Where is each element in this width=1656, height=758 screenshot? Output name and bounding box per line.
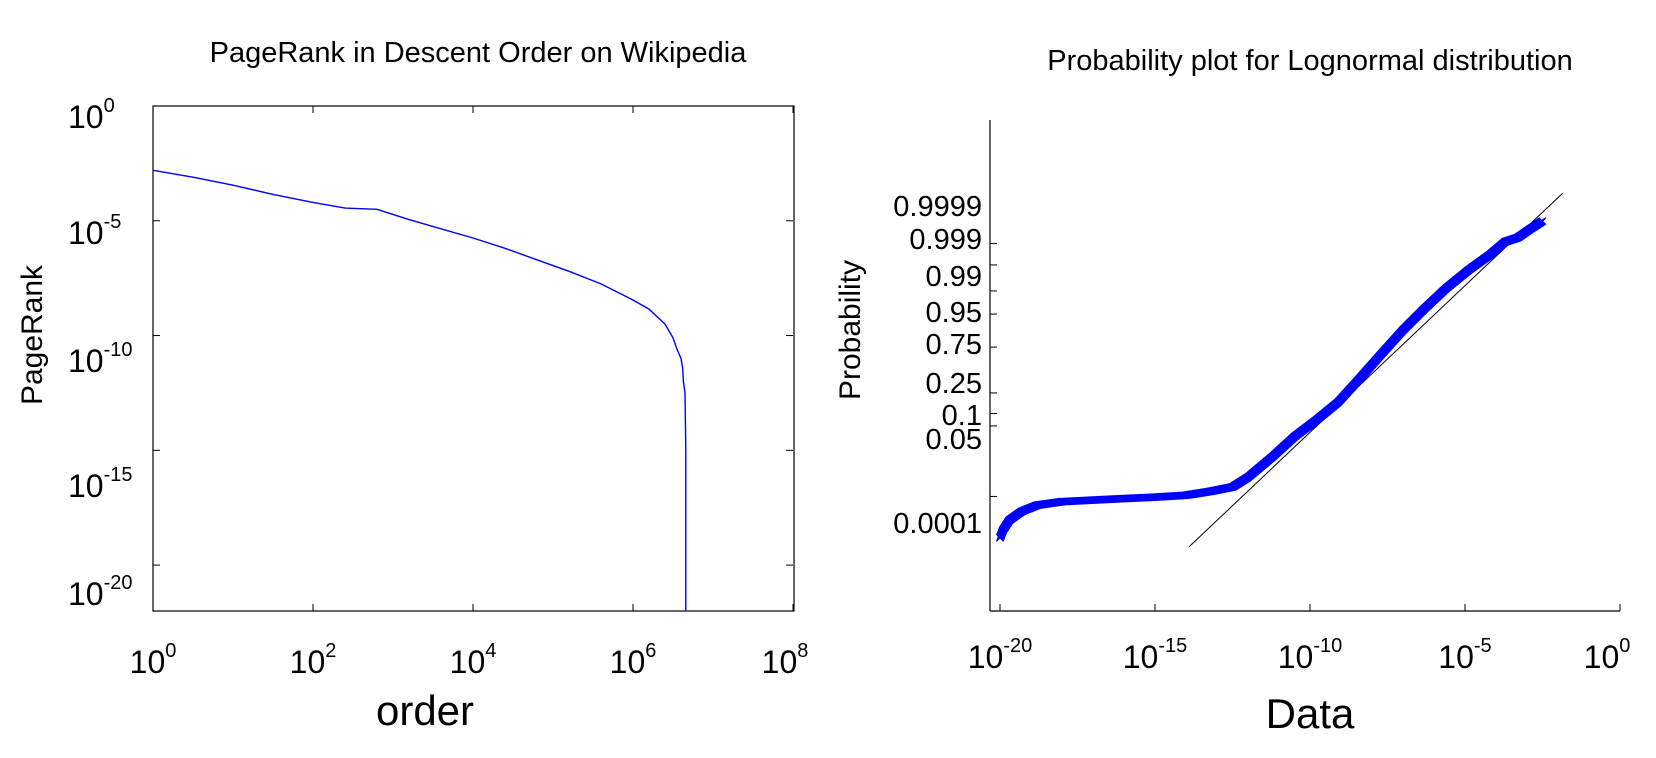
pagerank-xtick-label: 108 [762, 640, 809, 680]
lognormal-chart-title: Probability plot for Lognormal distribut… [1047, 45, 1573, 77]
lognormal-y-axis-label: Probability [834, 260, 867, 400]
lognormal-data-marker [1538, 217, 1547, 226]
pagerank-chart-title: PageRank in Descent Order on Wikipedia [210, 37, 748, 69]
pagerank-xtick-label: 100 [130, 640, 177, 680]
pagerank-xtick-label: 106 [610, 640, 657, 680]
pagerank-xtick-label: 102 [290, 640, 337, 680]
pagerank-curve [152, 169, 687, 611]
lognormal-xtick-label: 10-15 [1123, 635, 1188, 675]
pagerank-chart: PageRank in Descent Order on Wikipedia 1… [16, 37, 808, 734]
lognormal-axis-ticks [990, 243, 1621, 611]
pagerank-ytick-label: 10-10 [68, 339, 133, 379]
lognormal-ytick-label: 0.25 [926, 368, 982, 400]
lognormal-xtick-label: 10-10 [1278, 635, 1343, 675]
lognormal-ytick-label: 0.75 [926, 329, 982, 361]
lognormal-xtick-label: 100 [1584, 635, 1631, 675]
pagerank-ytick-label: 10-15 [68, 464, 133, 504]
lognormal-ytick-label: 0.999 [909, 224, 982, 256]
lognormal-probability-chart: Probability plot for Lognormal distribut… [834, 45, 1630, 737]
pagerank-x-axis-label: order [376, 687, 474, 734]
lognormal-xtick-label: 10-20 [968, 635, 1033, 675]
lognormal-ytick-label: 0.0001 [893, 508, 982, 540]
lognormal-ytick-label: 0.05 [926, 424, 982, 456]
pagerank-ytick-label: 100 [68, 95, 115, 135]
pagerank-ytick-label: 10-5 [68, 211, 121, 251]
pagerank-axis-ticks [152, 105, 794, 611]
lognormal-xtick-label: 10-5 [1438, 635, 1491, 675]
pagerank-plot-frame [152, 105, 795, 612]
lognormal-ytick-label: 0.1 [942, 400, 982, 432]
lognormal-ytick-label: 0.95 [926, 297, 982, 329]
lognormal-x-axis-label: Data [1266, 690, 1355, 737]
pagerank-series [152, 169, 687, 611]
lognormal-ytick-label: 0.9999 [893, 191, 982, 223]
pagerank-xtick-label: 104 [450, 640, 497, 680]
pagerank-ytick-label: 10-20 [68, 572, 133, 612]
lognormal-series [996, 192, 1563, 548]
lognormal-ytick-label: 0.99 [926, 261, 982, 293]
pagerank-y-axis-label: PageRank [16, 264, 49, 405]
